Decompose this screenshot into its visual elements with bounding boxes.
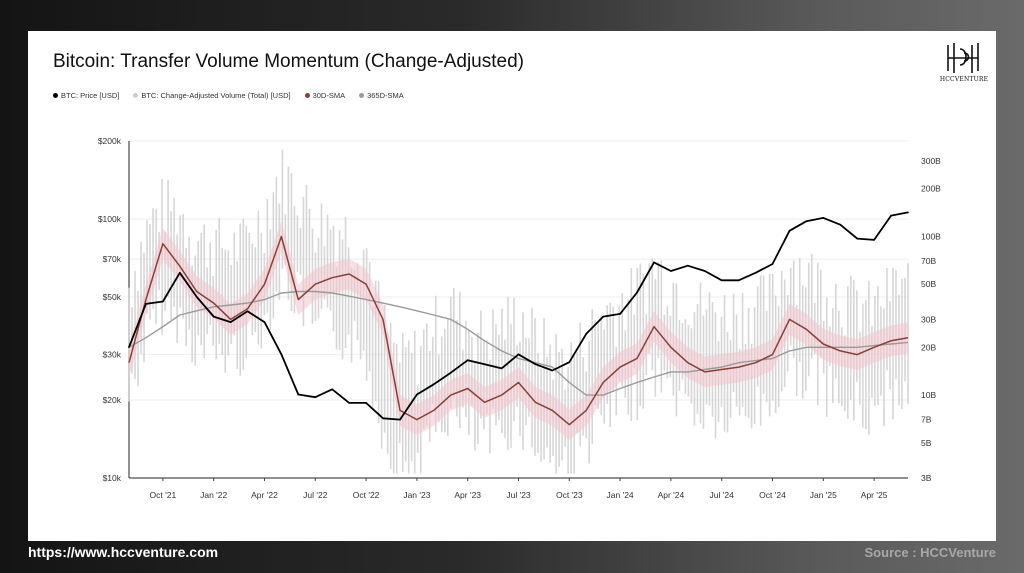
chart-title: Bitcoin: Transfer Volume Momentum (Chang… [53,51,524,72]
price-point [297,393,300,396]
price-point [720,279,723,282]
price-point [314,396,317,399]
price-point [890,214,892,217]
y-right-tick-label: 50B [921,279,936,289]
x-tick-label: Jan '23 [403,490,430,500]
price-point [382,417,384,420]
y-right-tick-label: 300B [921,156,941,166]
x-tick-label: Jul '22 [303,490,328,500]
hccventure-logo-icon [947,43,979,73]
y-right-tick-label: 10B [921,390,936,400]
chart-legend: BTC: Price [USD] BTC: Change-Adjusted Vo… [53,91,404,100]
x-tick-label: Jan '25 [810,490,837,500]
price-point [907,211,909,214]
price-point [128,346,130,348]
price-point [195,296,198,298]
chart-plot: $10k $20k $30k $50k $70k $100k $200k 3B 5B 7B 10B 2… [98,136,941,500]
footer-url[interactable]: https://www.hccventure.com [28,544,219,560]
price-point [449,371,452,374]
sma30-band [129,221,908,441]
y-right-tick-label: 30B [921,314,936,324]
price-point [280,353,283,356]
chart-card: Bitcoin: Transfer Volume Momentum (Chang… [28,31,996,541]
y-left-tick-label: $50k [103,292,122,302]
price-point [399,418,401,421]
y-left-tick-label: $100k [98,214,122,224]
y-right-tick-label: 7B [921,415,932,425]
price-point [856,237,858,240]
x-tick-label: Oct '21 [150,490,177,500]
y-right-tick-label: 20B [921,342,936,352]
sma365-line [128,290,909,396]
price-point [873,239,875,241]
price-point [433,383,435,386]
y-left-tick-label: $70k [103,254,122,264]
price-point [246,310,249,313]
price-point [517,353,520,356]
price-point [839,223,842,226]
x-tick-label: Jan '22 [200,490,227,500]
y-left-tick-label: $10k [103,473,122,483]
y-left-tick-label: $20k [103,395,122,405]
price-point [466,359,469,361]
y-right-tick-label: 100B [921,231,941,241]
x-tick-label: Jan '24 [607,490,634,500]
price-point [229,321,232,323]
x-tick-label: Apr '22 [251,490,278,500]
price-point [703,270,706,272]
price-point [145,303,147,305]
price-point [619,313,621,315]
price-point [263,321,266,323]
price-point [805,220,808,223]
sma30-line [128,235,909,426]
price-point [348,402,350,404]
x-tick-label: Oct '24 [759,490,786,500]
price-point [331,388,334,391]
price-point [602,315,604,318]
legend-item-sma30: 30D-SMA [304,91,345,100]
legend-item-price: BTC: Price [USD] [53,91,119,100]
x-tick-label: Oct '23 [556,490,583,500]
price-point [179,271,181,274]
price-point [737,279,740,282]
price-point [687,264,689,267]
price-point [771,263,774,265]
price-point [365,402,367,404]
price-point [500,367,503,370]
price-point [534,363,537,366]
x-tick-label: Apr '25 [861,490,888,500]
price-point [822,217,825,219]
y-left-tick-label: $200k [98,136,122,146]
price-point [670,270,672,272]
x-tick-label: Apr '24 [658,490,685,500]
price-point [636,291,638,294]
legend-item-volume: BTC: Change-Adjusted Volume (Total) [USD… [133,91,291,100]
y-right-tick-label: 200B [921,184,941,194]
y-right-tick-label: 5B [921,438,932,448]
y-right-tick-label: 70B [921,256,936,266]
x-tick-label: Apr '23 [454,490,481,500]
price-point [788,230,791,232]
legend-item-sma365: 365D-SMA [359,91,404,100]
logo-text: HCCVENTURE [939,76,989,83]
price-point [754,271,757,274]
x-tick-label: Jul '24 [710,490,735,500]
price-point [162,300,164,303]
price-point [585,333,588,335]
y-right-tick-label: 3B [921,473,932,483]
price-point [551,369,554,372]
x-tick-label: Oct '22 [353,490,380,500]
price-point [653,261,655,264]
price-point [483,363,486,366]
y-left-tick-label: $30k [103,349,122,359]
x-tick-label: Jul '23 [506,490,531,500]
price-point [568,361,571,363]
price-point [416,393,418,396]
price-point [212,315,215,318]
footer-source: Source : HCCVenture [864,545,996,560]
